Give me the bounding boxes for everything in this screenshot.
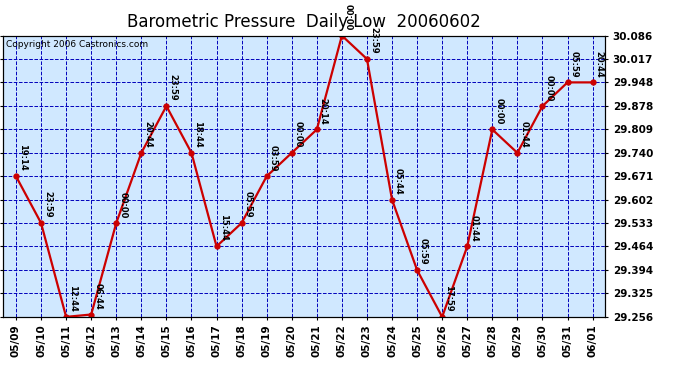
Text: 23:59: 23:59 <box>168 74 177 101</box>
Text: 23:59: 23:59 <box>369 27 378 54</box>
Text: 00:00: 00:00 <box>494 98 503 124</box>
Text: 23:59: 23:59 <box>43 191 52 218</box>
Text: 00:00: 00:00 <box>544 75 553 101</box>
Text: Copyright 2006 Castronics.com: Copyright 2006 Castronics.com <box>6 40 148 49</box>
Text: 01:44: 01:44 <box>520 121 529 148</box>
Text: 17:59: 17:59 <box>444 285 453 312</box>
Text: 20:44: 20:44 <box>595 51 604 77</box>
Text: 20:14: 20:14 <box>319 98 328 124</box>
Text: 00:00: 00:00 <box>344 4 353 31</box>
Text: Barometric Pressure  Daily Low  20060602: Barometric Pressure Daily Low 20060602 <box>128 13 481 31</box>
Text: 18:44: 18:44 <box>193 121 202 148</box>
Text: 12:44: 12:44 <box>68 285 77 312</box>
Text: 19:14: 19:14 <box>18 144 27 171</box>
Text: 05:59: 05:59 <box>244 191 253 218</box>
Text: 00:00: 00:00 <box>294 122 303 148</box>
Text: 20:44: 20:44 <box>144 121 152 148</box>
Text: 06:44: 06:44 <box>93 283 102 309</box>
Text: 15:44: 15:44 <box>219 214 228 242</box>
Text: 01:44: 01:44 <box>469 214 478 242</box>
Text: 05:59: 05:59 <box>419 238 428 265</box>
Text: 05:44: 05:44 <box>394 168 403 195</box>
Text: 05:59: 05:59 <box>569 51 578 77</box>
Text: 03:59: 03:59 <box>268 145 277 171</box>
Text: 00:00: 00:00 <box>118 192 127 218</box>
